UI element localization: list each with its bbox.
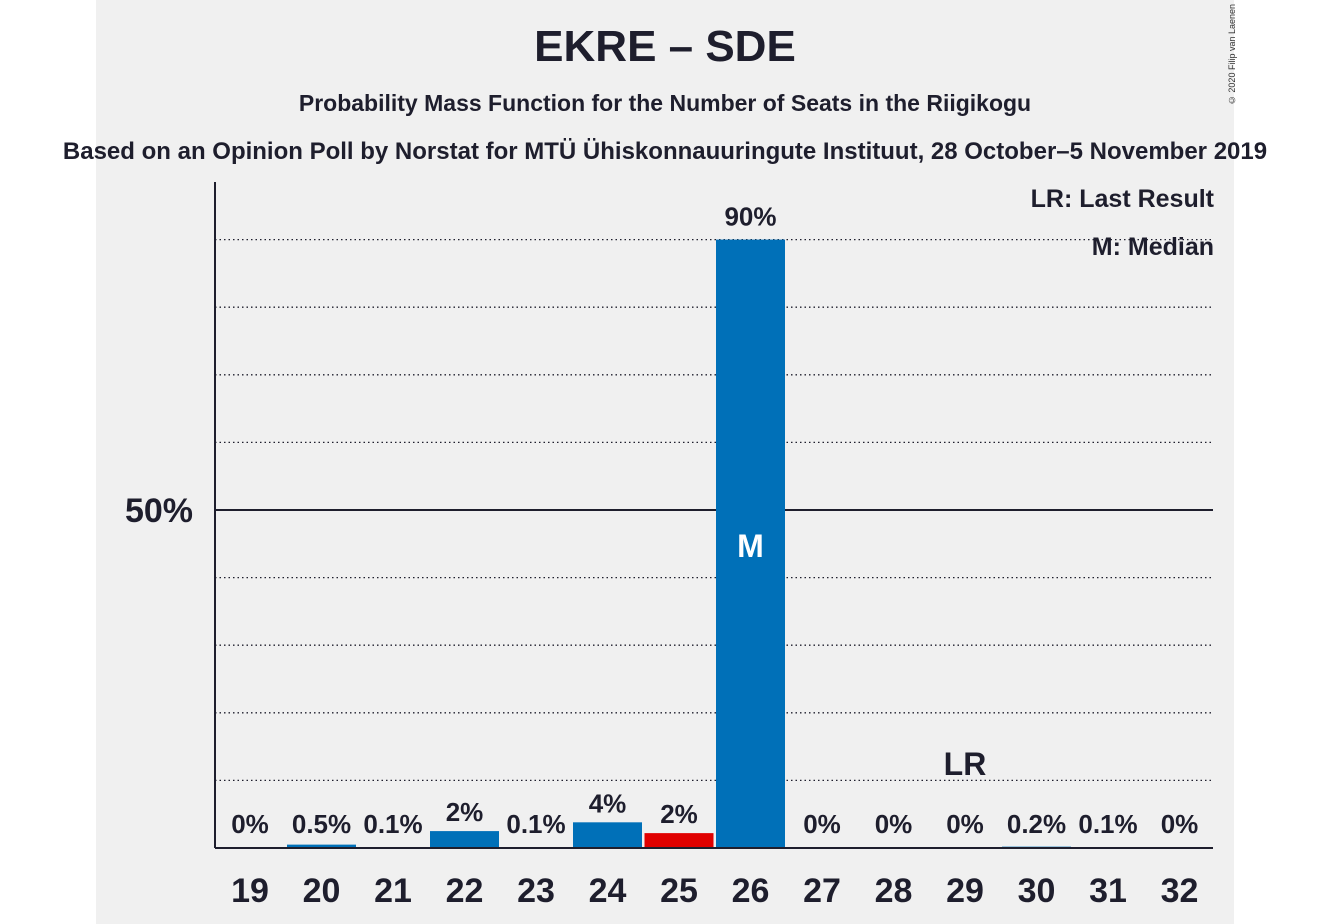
bar-value-label: 0% xyxy=(1161,809,1199,839)
x-tick-label: 32 xyxy=(1161,872,1199,910)
bar-value-label: 0% xyxy=(946,809,984,839)
bar-value-label: 0% xyxy=(231,809,269,839)
bar-value-label: 4% xyxy=(589,788,627,818)
bar-value-label: 0.1% xyxy=(506,809,565,839)
bar xyxy=(573,822,642,848)
y-tick-label: 50% xyxy=(125,492,193,530)
x-tick-label: 31 xyxy=(1089,872,1127,910)
bar-value-label: 90% xyxy=(724,202,776,232)
x-tick-label: 27 xyxy=(803,872,841,910)
bar-value-label: 0.5% xyxy=(292,809,351,839)
x-tick-label: 23 xyxy=(517,872,555,910)
bar xyxy=(644,833,714,848)
x-tick-label: 21 xyxy=(374,872,412,910)
bar xyxy=(716,239,785,849)
last-result-marker: LR xyxy=(944,746,987,782)
legend-last-result: LR: Last Result xyxy=(1030,185,1214,213)
bar-value-label: 0.2% xyxy=(1007,809,1066,839)
legend-median: M: Median xyxy=(1091,233,1214,261)
chart-source: Based on an Opinion Poll by Norstat for … xyxy=(62,138,1268,165)
x-tick-label: 26 xyxy=(732,872,770,910)
bar-value-label: 2% xyxy=(446,797,484,827)
median-marker: M xyxy=(737,528,764,564)
x-tick-label: 22 xyxy=(446,872,484,910)
chart-title: EKRE – SDE xyxy=(534,22,796,71)
bar-value-label: 0% xyxy=(875,809,913,839)
bar xyxy=(287,844,356,848)
x-tick-label: 20 xyxy=(303,872,341,910)
bar-value-label: 0% xyxy=(803,809,841,839)
x-tick-label: 28 xyxy=(875,872,913,910)
x-tick-label: 29 xyxy=(946,872,984,910)
bar-value-label: 0.1% xyxy=(363,809,422,839)
x-tick-label: 25 xyxy=(660,872,698,910)
chart-subtitle: Probability Mass Function for the Number… xyxy=(298,90,1032,116)
bar-value-label: 2% xyxy=(660,799,698,829)
x-tick-label: 24 xyxy=(589,872,627,910)
bar xyxy=(430,831,499,848)
x-tick-label: 19 xyxy=(231,872,269,910)
chart-panel xyxy=(96,0,1234,924)
bar-value-label: 0.1% xyxy=(1078,809,1137,839)
x-tick-label: 30 xyxy=(1018,872,1056,910)
